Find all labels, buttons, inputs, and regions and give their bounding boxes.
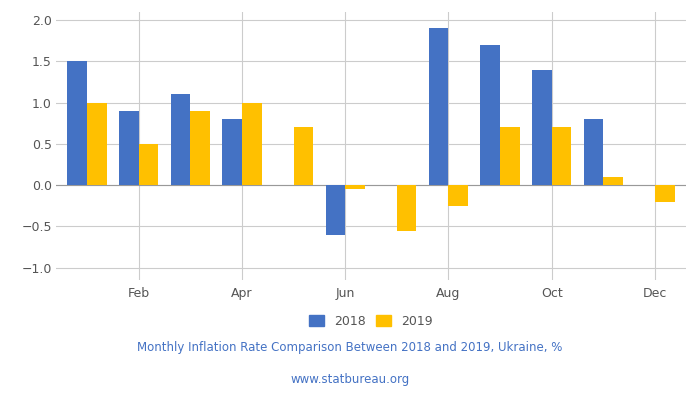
Bar [171,94,190,185]
Bar [139,144,158,185]
Text: www.statbureau.org: www.statbureau.org [290,374,410,386]
Bar [326,185,345,235]
Bar [603,177,623,185]
Bar [67,62,87,185]
Bar [500,128,519,185]
Bar [397,185,416,230]
Text: Monthly Inflation Rate Comparison Between 2018 and 2019, Ukraine, %: Monthly Inflation Rate Comparison Betwee… [137,342,563,354]
Bar [655,185,675,202]
Bar [480,45,500,185]
Bar [429,28,449,185]
Bar [293,128,313,185]
Bar [190,111,210,185]
Bar [552,128,571,185]
Bar [449,185,468,206]
Bar [584,119,603,185]
Bar [532,70,552,185]
Bar [345,185,365,189]
Bar [242,103,262,185]
Bar [87,103,106,185]
Bar [119,111,139,185]
Legend: 2018, 2019: 2018, 2019 [304,310,438,333]
Bar [223,119,242,185]
